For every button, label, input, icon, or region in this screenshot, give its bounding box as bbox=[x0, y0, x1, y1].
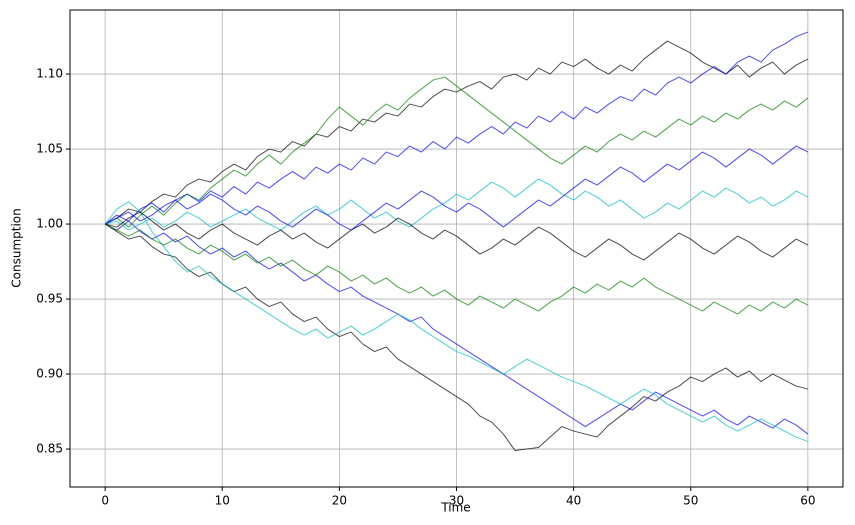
lines bbox=[104, 31, 809, 452]
x-tick-label: 50 bbox=[683, 494, 698, 508]
grid bbox=[70, 10, 843, 487]
series-line bbox=[104, 145, 809, 231]
x-tick-label: 0 bbox=[101, 494, 109, 508]
series-line bbox=[104, 40, 809, 225]
x-tick-label: 60 bbox=[800, 494, 815, 508]
plot-frame bbox=[69, 9, 844, 488]
y-tick-label: 0.95 bbox=[36, 292, 63, 306]
x-tick-label: 10 bbox=[215, 494, 230, 508]
x-axis-label: Time bbox=[440, 501, 470, 515]
series-line bbox=[105, 178, 809, 231]
series-line bbox=[104, 76, 809, 228]
x-tick-label: 20 bbox=[332, 494, 347, 508]
series-line bbox=[104, 201, 809, 443]
y-tick-label: 1.05 bbox=[36, 142, 63, 156]
ticks: 0 10 20 30 40 50 60 0.85 0.90 0.95 1.00 1.05 1.10 bbox=[36, 67, 815, 508]
series-line bbox=[104, 223, 809, 315]
series-line bbox=[104, 220, 809, 435]
y-tick-label: 0.90 bbox=[36, 367, 63, 381]
y-tick-label: 1.00 bbox=[36, 217, 63, 231]
y-axis-label: Consumption bbox=[10, 208, 24, 287]
series-line bbox=[104, 31, 809, 225]
x-tick-label: 40 bbox=[566, 494, 581, 508]
x-tick-label: 30 bbox=[449, 494, 464, 508]
y-tick-label: 1.10 bbox=[36, 67, 63, 81]
series-line bbox=[105, 211, 809, 261]
y-tick-label: 0.85 bbox=[36, 442, 63, 456]
